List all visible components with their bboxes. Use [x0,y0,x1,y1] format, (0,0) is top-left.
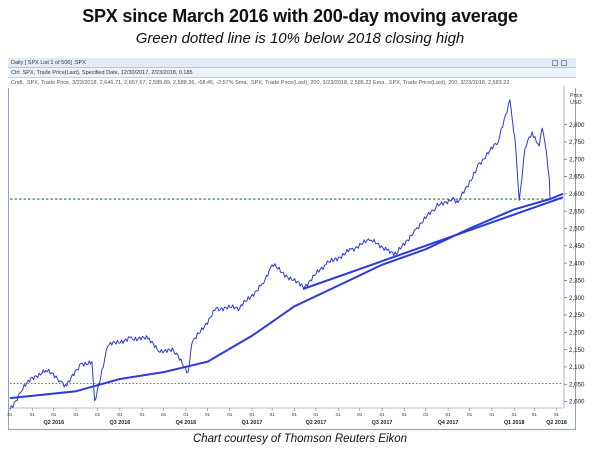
y-tick-label: 2,400 [569,260,585,267]
price-axis-label: Price [570,93,583,99]
x-month-label: 01 [95,412,101,417]
x-month-label: 01 [74,412,80,417]
x-month-label: 01 [30,412,36,417]
x-month-label: 01 [357,412,363,417]
x-quarter-label: Q3 2017 [372,420,393,426]
x-month-label: 01 [467,412,473,417]
x-month-label: 01 [313,412,319,417]
x-month-label: 01 [402,412,408,417]
window-minimize-icon[interactable] [552,60,558,66]
x-month-label: 01 [423,412,429,417]
x-month-label: 01 [227,412,233,417]
x-month-label: 01 [446,412,452,417]
y-tick-label: 2,700 [569,156,585,163]
x-month-label: 01 [205,412,211,417]
y-tick-label: 2,150 [569,347,585,354]
x-quarter-label: Q3 2016 [110,420,131,426]
x-month-label: 01 [51,412,57,417]
x-month-label: 01 [183,412,189,417]
window-header-series: Daily [ SPX List 1 of 506] .SPX [8,58,576,68]
y-tick-label: 2,550 [569,208,585,215]
chart-title: SPX since March 2016 with 200-day moving… [82,6,518,26]
x-quarter-label: Q2 2018 [546,420,567,426]
price-axis-label: USD [570,100,582,106]
price-line [9,99,551,410]
y-tick-label: 2,050 [569,381,585,388]
y-tick-label: 2,200 [569,330,585,337]
x-month-label: 01 [292,412,298,417]
window-close-icon[interactable] [561,60,567,66]
y-tick-label: 2,250 [569,312,585,319]
y-tick-label: 2,100 [569,364,585,371]
x-month-label: 01 [7,412,13,417]
x-month-label: 01 [379,412,385,417]
y-tick-label: 2,450 [569,243,585,250]
x-month-label: 01 [270,412,276,417]
x-month-label: 01 [512,412,518,417]
x-month-label: 01 [161,412,167,417]
y-tick-label: 2,800 [569,122,585,129]
y-tick-label: 2,600 [569,191,585,198]
x-quarter-label: Q2 2017 [306,420,327,426]
y-tick-label: 2,350 [569,278,585,285]
x-month-label: 01 [140,412,146,417]
x-month-label: 01 [489,412,495,417]
y-tick-label: 2,650 [569,174,585,181]
y-tick-label: 2,500 [569,226,585,233]
moving-average-line [9,192,564,400]
chart-credit: Chart courtesy of Thomson Reuters Eikon [192,433,408,445]
x-month-label: 01 [554,412,560,417]
x-month-label: 01 [249,412,255,417]
x-month-label: 01 [532,412,538,417]
chart-subtitle: Green dotted line is 10% below 2018 clos… [135,30,465,47]
x-month-label: 01 [336,412,342,417]
y-tick-label: 2,000 [569,399,585,406]
window-header-controls: Ctrl .SPX, Trade Price(Last), Specified … [8,68,576,78]
x-quarter-label: Q2 2016 [43,420,64,426]
x-month-label: 01 [117,412,123,417]
y-tick-label: 2,750 [569,139,585,146]
y-tick-label: 2,300 [569,295,585,302]
x-quarter-label: Q4 2017 [438,420,459,426]
x-quarter-label: Q1 2017 [242,420,263,426]
x-quarter-label: Q1 2018 [504,420,525,426]
window-header-legend: Cndl, .SPX, Trade Price, 3/23/2018, 2,64… [8,78,576,88]
x-quarter-label: Q4 2016 [176,420,197,426]
trendline [302,196,564,290]
